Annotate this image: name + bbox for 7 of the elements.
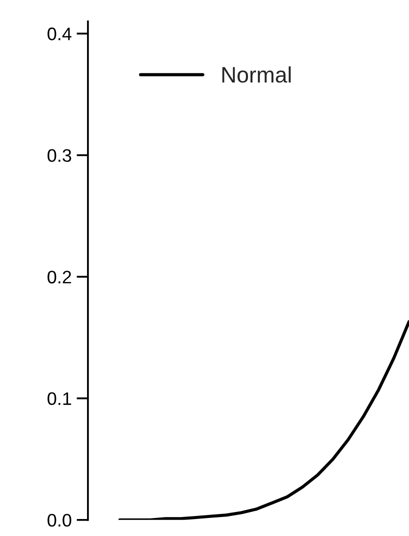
legend-label: Normal — [222, 66, 291, 83]
line-series — [118, 320, 409, 520]
y-tick-label: 0.0 — [48, 514, 72, 527]
y-tick-label: 0.1 — [48, 392, 72, 406]
y-tick-label: 0.2 — [48, 270, 72, 284]
y-tick-label: 0.3 — [48, 149, 72, 162]
y-tick-label: 0.4 — [48, 28, 72, 40]
